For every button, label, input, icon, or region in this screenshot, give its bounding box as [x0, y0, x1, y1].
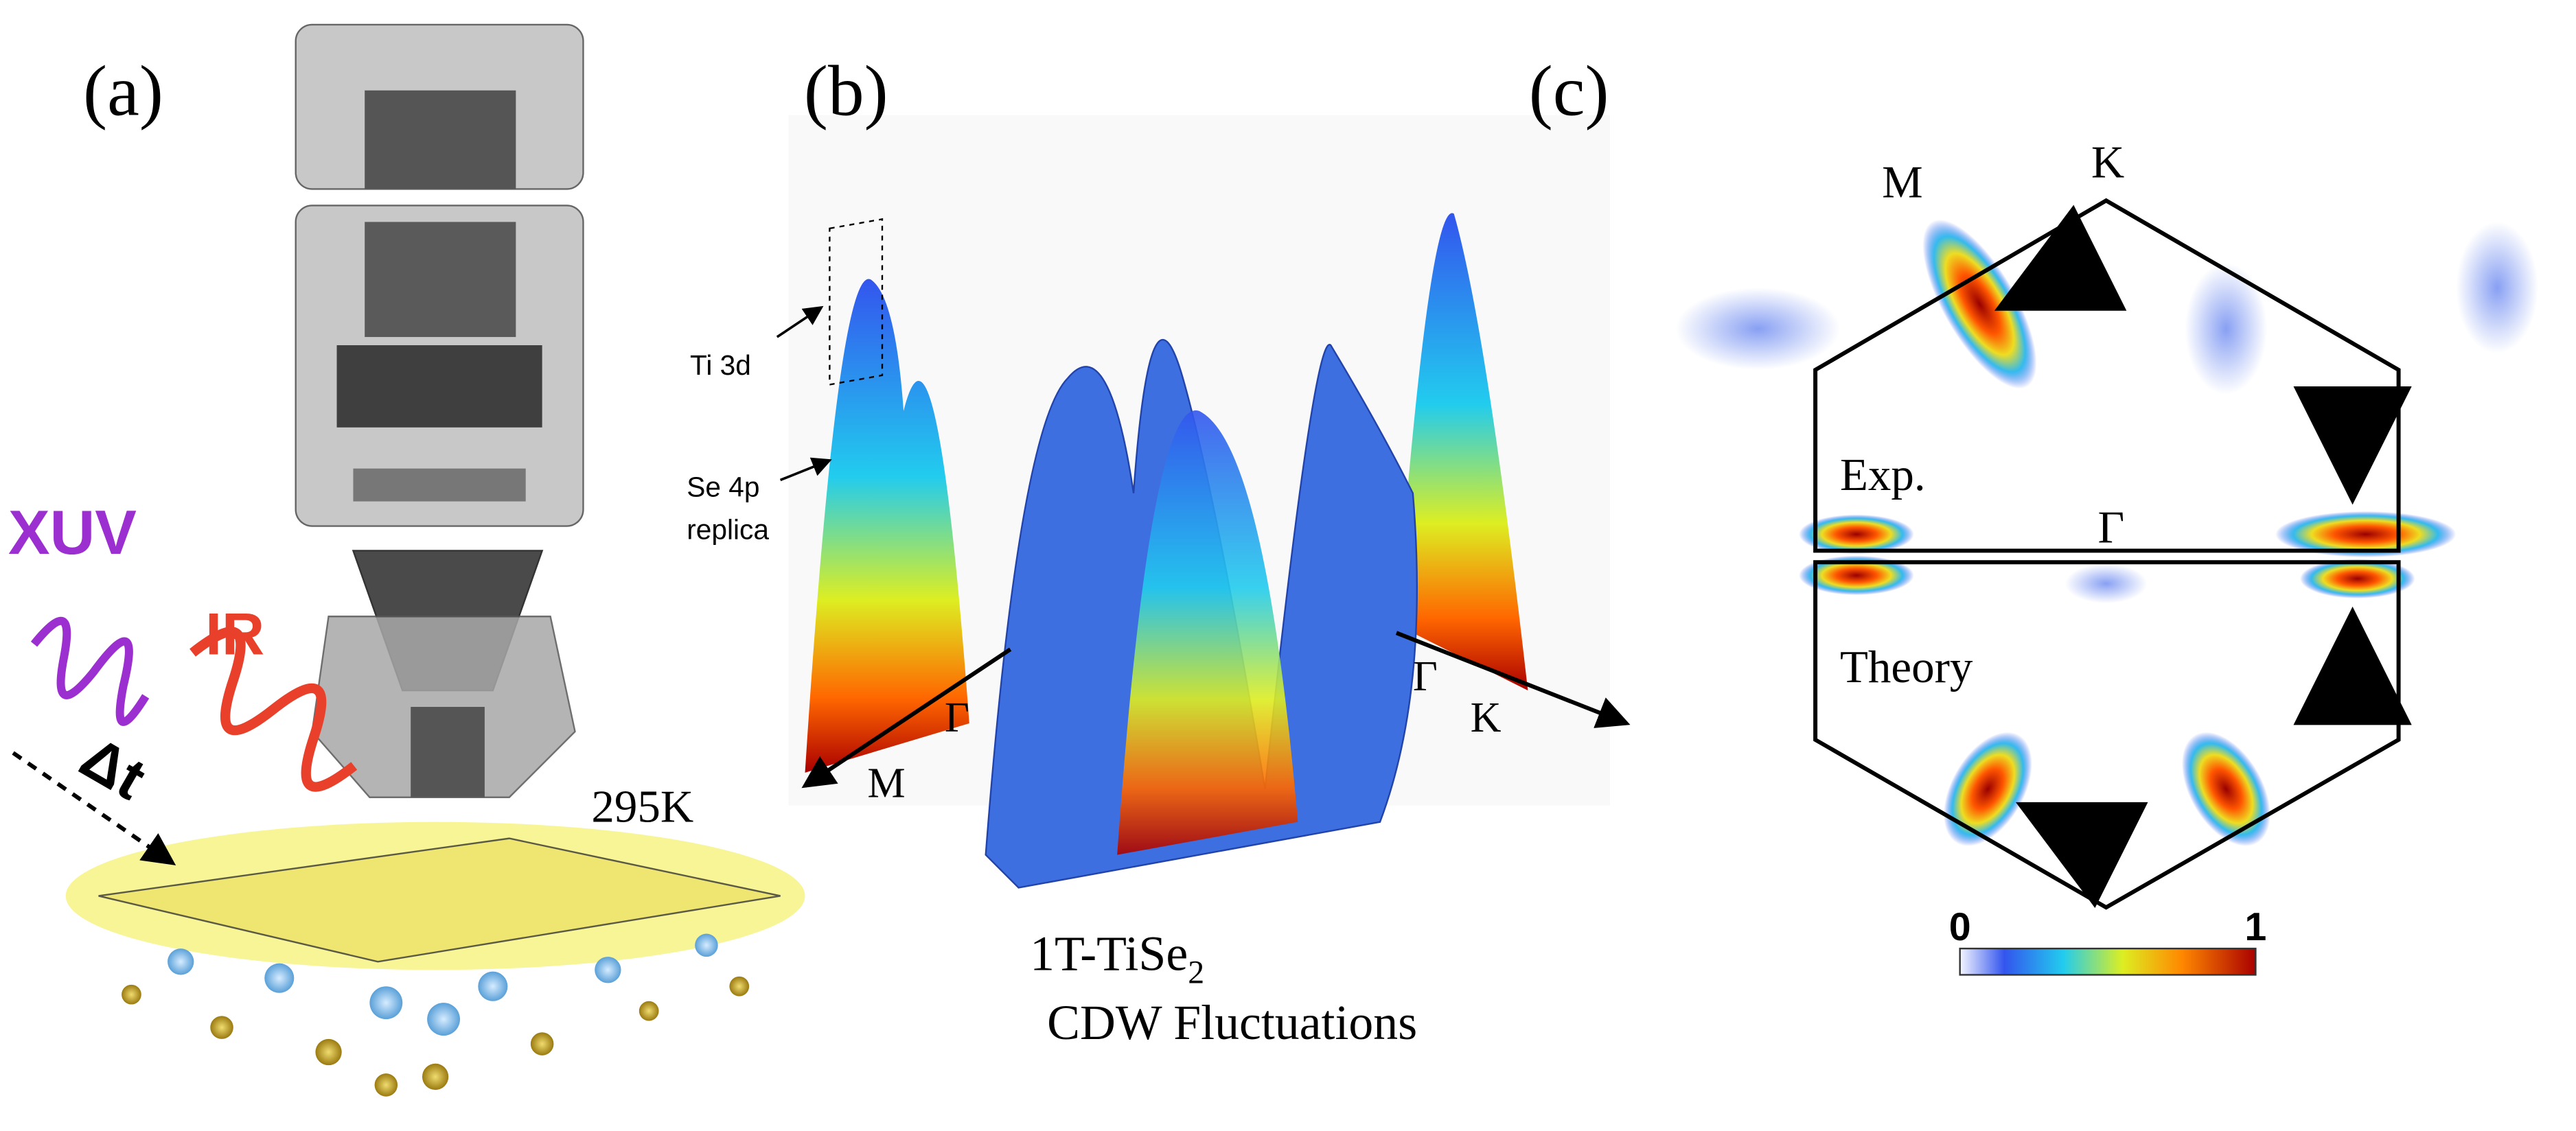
- left-peak: [805, 279, 969, 773]
- panel-label: (c): [1529, 51, 1609, 131]
- point-label: M: [1882, 156, 1923, 207]
- temperature-label: 295K: [591, 782, 693, 832]
- cylinder-inner: [365, 90, 516, 189]
- cylinder-base: [353, 468, 526, 502]
- title-sub: 2: [1188, 954, 1204, 990]
- hexagon-exp: [1813, 198, 2401, 553]
- spot: [2181, 732, 2270, 846]
- faint-spot: [2185, 263, 2268, 395]
- arrow: [2015, 802, 2148, 909]
- title-main: 1T-TiSe: [1030, 926, 1188, 981]
- cylinder-core: [365, 222, 516, 338]
- ir-wave: [189, 627, 358, 792]
- atoms: [122, 933, 750, 1097]
- panel-b: (b) Ti 3d Se 4p replica M Γ Γ K 1T-TiSe2…: [687, 51, 1631, 1050]
- colorbar: [1959, 947, 2257, 976]
- spot: [2065, 563, 2148, 604]
- spot: [1799, 555, 1914, 596]
- panel-c: (c) M K Γ Exp. Theory 0 1: [1529, 51, 2538, 976]
- point-label: Γ: [2097, 502, 2124, 552]
- right-peak: [1396, 213, 1528, 691]
- point-label: K: [2091, 137, 2124, 188]
- spot: [1943, 732, 2032, 846]
- spot: [1922, 219, 2037, 389]
- ti-arrow: [776, 305, 824, 338]
- faint-spot: [1675, 288, 1840, 370]
- arrow: [1994, 205, 2127, 311]
- panel-label: (b): [804, 51, 888, 131]
- cylinder-ring: [336, 345, 542, 428]
- delay-label: Δt: [69, 724, 156, 813]
- annotation: Se 4p: [687, 471, 759, 502]
- axis-label: Γ: [945, 695, 969, 741]
- panel-label: (a): [83, 51, 163, 131]
- replica-box: [829, 218, 884, 386]
- delay-arrow: [12, 751, 176, 865]
- center-peak: [1117, 410, 1298, 855]
- axis-label: M: [867, 760, 905, 807]
- title: 1T-TiSe2: [1030, 926, 1204, 990]
- cone-tip: [411, 707, 485, 797]
- hexagon-theory: [1813, 560, 2401, 910]
- spot: [1799, 514, 1914, 555]
- m-axis: [801, 647, 1012, 789]
- spot: [2300, 559, 2415, 598]
- annotation: replica: [687, 514, 769, 546]
- xuv-wave: [30, 616, 150, 726]
- ir-label: IR: [205, 601, 264, 667]
- annotation: Ti 3d: [690, 349, 751, 381]
- sample-slab: [98, 837, 781, 963]
- panel-a: (a) XUV IR Δt 295K: [8, 23, 805, 1097]
- subtitle: CDW Fluctuations: [1047, 995, 1417, 1050]
- theory-label: Theory: [1840, 642, 1973, 692]
- xuv-label: XUV: [8, 498, 137, 568]
- k-axis: [1395, 631, 1631, 728]
- colorbar-max: 1: [2244, 905, 2266, 949]
- se-arrow: [779, 457, 832, 482]
- exp-label: Exp.: [1840, 450, 1926, 500]
- axis-label: K: [1471, 695, 1502, 741]
- spot: [2275, 511, 2457, 558]
- faint-spot: [2456, 222, 2538, 353]
- colorbar-min: 0: [1949, 905, 1971, 949]
- axis-label: Γ: [1413, 653, 1438, 700]
